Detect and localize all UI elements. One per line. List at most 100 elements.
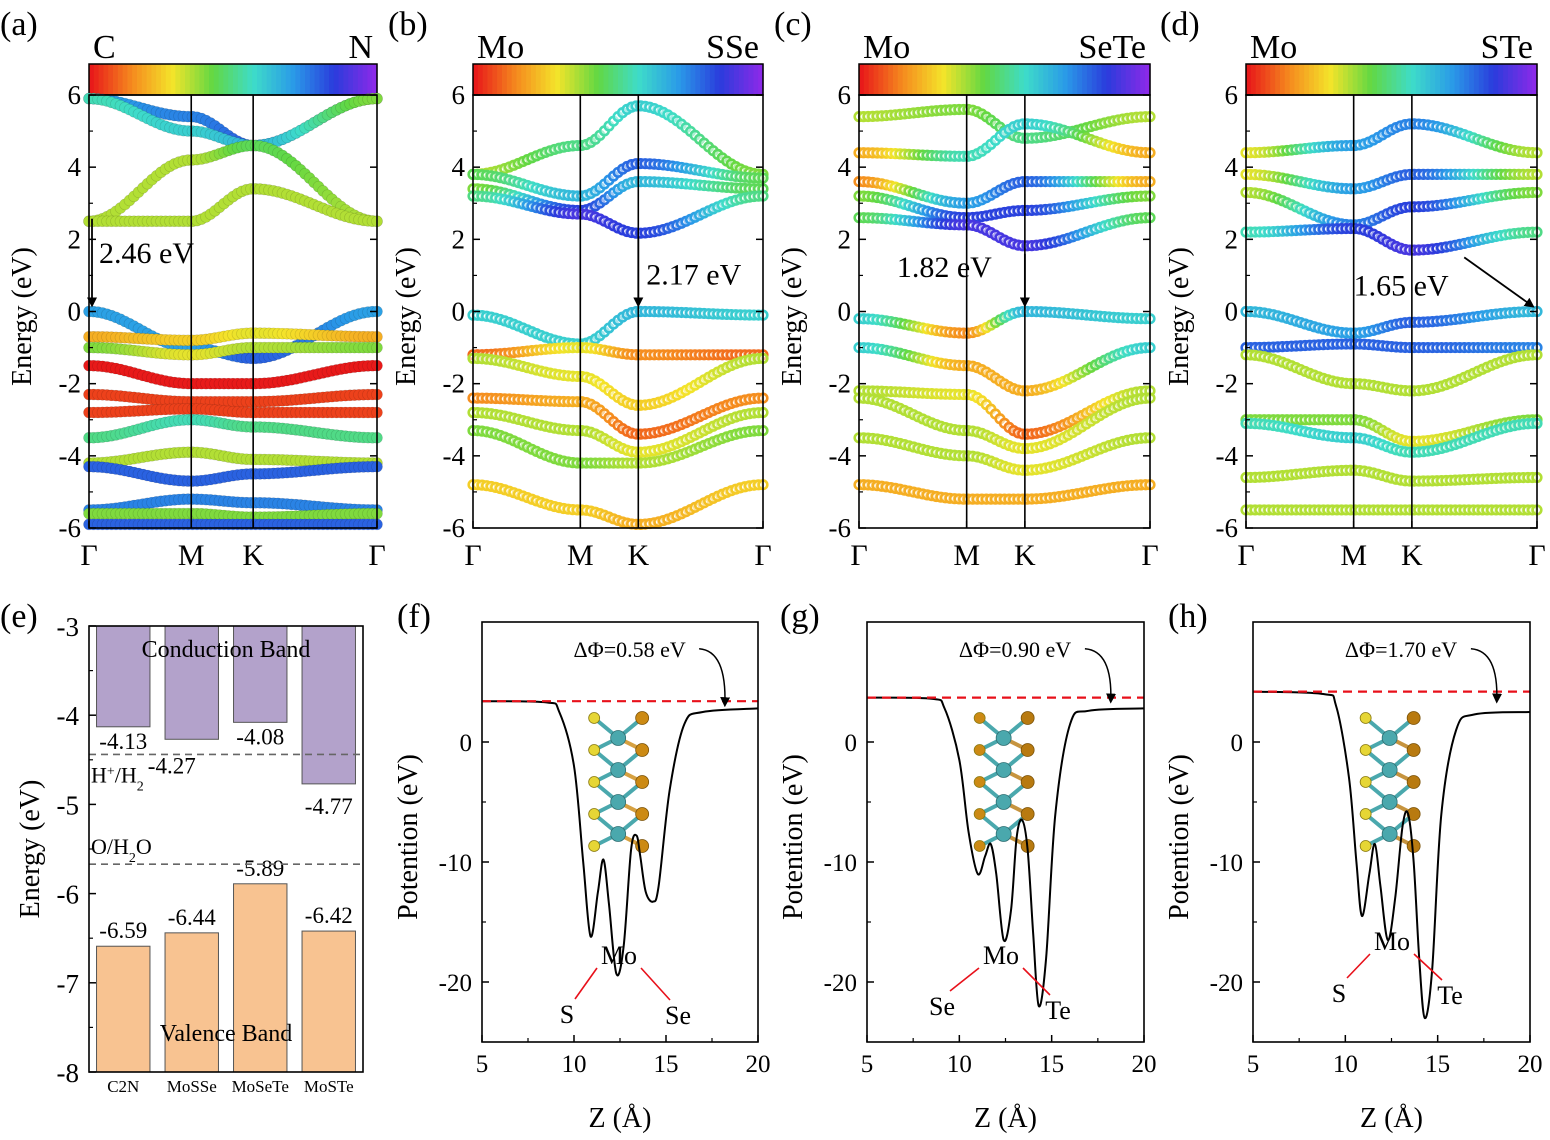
colorbar-segment	[223, 64, 229, 95]
colorbar-segment	[295, 64, 301, 95]
colorbar-segment	[367, 64, 373, 95]
mo-atom	[610, 794, 627, 810]
kpoint-label: K	[627, 539, 649, 572]
colorbar-segment	[1279, 64, 1286, 95]
colorbar-segment	[314, 64, 320, 95]
band-5	[853, 305, 1156, 339]
chalcogen-atom-right	[1020, 775, 1035, 789]
colorbar-segment	[651, 64, 658, 95]
mo-atom	[1381, 730, 1398, 746]
x-tick-label: 20	[1518, 1051, 1543, 1078]
panel-label: (g)	[780, 598, 820, 635]
atom-labels: Mo S Te	[1332, 927, 1463, 1010]
band-lines	[853, 103, 1156, 505]
colorbar-segment	[113, 64, 119, 95]
x-tick-label: 15	[1039, 1051, 1064, 1078]
atom-label-connector	[1346, 953, 1371, 979]
colorbar-segment	[1406, 64, 1412, 95]
colorbar-segment	[161, 64, 167, 95]
y-tick-label: -4	[57, 701, 80, 731]
x-tick-label: 10	[1333, 1051, 1358, 1078]
colorbar-segment	[165, 64, 172, 95]
potential-panel-g: (g) ΔΦ=0.90 eV Mo Se Te 5 10 15 20 0 -10 -20 Z (Å) Po…	[778, 598, 1157, 1134]
category-label: MoSeTe	[232, 1077, 289, 1096]
y-tick-label: -3	[57, 612, 80, 642]
colorbar-segment	[753, 64, 759, 95]
colorbar-segment	[593, 64, 600, 95]
colorbar-segment	[122, 64, 128, 95]
colorbar-segment	[511, 64, 518, 95]
band-10	[1240, 504, 1543, 516]
colorbar-segment	[218, 64, 224, 95]
colorbar-segment	[93, 64, 100, 95]
colorbar-segment	[622, 64, 629, 95]
colorbar-segment	[642, 64, 648, 95]
colorbar-segment	[748, 64, 754, 95]
x-tick-label: 5	[1247, 1051, 1260, 1078]
colorbar-segment	[656, 64, 663, 95]
colorbar-segment	[1323, 64, 1330, 95]
kpoint-label: Γ	[80, 539, 97, 572]
colorbar-segment	[526, 64, 532, 95]
atom-label-connector	[1413, 953, 1443, 981]
y-tick-label: 6	[1225, 80, 1239, 110]
colorbar-segment	[98, 64, 104, 95]
colorbar-segment	[1372, 64, 1378, 95]
colorbar-segment	[1391, 64, 1397, 95]
colorbar-segment	[1493, 64, 1499, 95]
colorbar-segment	[1116, 64, 1122, 95]
colorbar-segment	[1318, 64, 1325, 95]
colorbar-segment	[1284, 64, 1291, 95]
valence-value-label: -6.59	[99, 918, 147, 943]
x-tick-label: 5	[861, 1051, 874, 1078]
colorbar-segment	[1410, 64, 1417, 95]
y-tick-label: 0	[845, 730, 858, 757]
chalcogen-atom-left	[588, 776, 601, 788]
y-tick-label: -4	[1216, 441, 1239, 471]
colorbar-segment	[1503, 64, 1509, 95]
y-tick-label: -6	[1216, 513, 1239, 543]
colorbar-segment	[242, 64, 248, 95]
colorbar-segment	[1246, 64, 1252, 95]
colorbar-right-label: SSe	[706, 29, 759, 66]
band-3	[467, 190, 769, 239]
mo-atom	[1381, 826, 1398, 842]
colorbar-segment	[175, 64, 181, 95]
colorbar-segment	[103, 64, 109, 95]
atom-label-mo: Mo	[983, 941, 1019, 970]
colorbar-segment	[1415, 64, 1422, 95]
x-tick-label: 20	[746, 1051, 771, 1078]
colorbar-segment	[627, 64, 634, 95]
x-tick-label: 20	[1132, 1051, 1157, 1078]
colorbar-segment	[671, 64, 677, 95]
colorbar-segment	[902, 64, 909, 95]
gap-label: 2.46 eV	[99, 237, 194, 270]
delta-phi-label: ΔΦ=0.58 eV	[574, 637, 686, 662]
colorbar-segment	[276, 64, 282, 95]
colorbar-segment	[603, 64, 609, 95]
chalcogen-atom-left	[588, 712, 601, 724]
colorbar-segment	[970, 64, 976, 95]
y-tick-label: -4	[443, 441, 466, 471]
colorbar-segment	[540, 64, 547, 95]
colorbar-segment	[141, 64, 148, 95]
colorbar-segment	[598, 64, 605, 95]
chalcogen-atom-right	[1406, 743, 1421, 757]
colorbar-segment	[309, 64, 316, 95]
colorbar-segment	[994, 64, 1001, 95]
atom-label-right: Te	[1437, 981, 1463, 1010]
colorbar-segment	[1125, 64, 1132, 95]
chalcogen-atom-left	[588, 808, 601, 820]
colorbar-segment	[690, 64, 696, 95]
kpoint-label: K	[242, 539, 264, 572]
gap-label: 1.82 eV	[897, 251, 992, 284]
colorbar-segment	[965, 64, 972, 95]
y-tick-label: -2	[59, 369, 82, 399]
colorbar-segment	[305, 64, 311, 95]
band-gap-annotation: 1.82 eV	[897, 251, 1030, 308]
band-1	[467, 157, 769, 202]
colorbar-segment	[1091, 64, 1098, 95]
band-10	[467, 479, 769, 530]
x-tick-label: 15	[654, 1051, 679, 1078]
delta-phi-arrow	[1084, 648, 1117, 704]
